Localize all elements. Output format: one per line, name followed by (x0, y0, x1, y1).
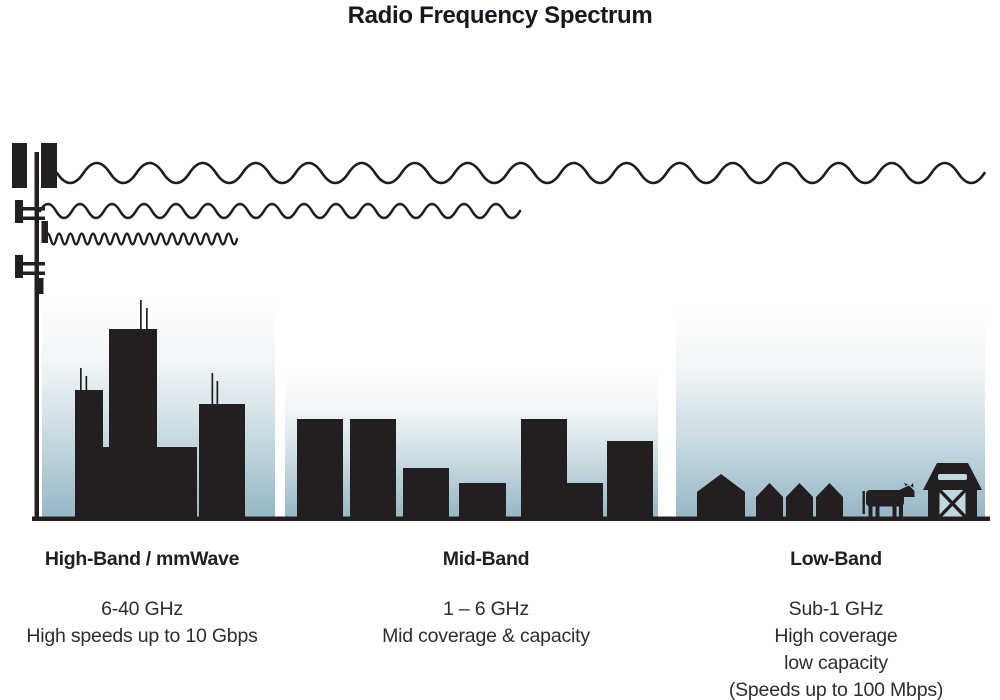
tower-antenna-mid (15, 200, 48, 243)
mid-band-details: 1 – 6 GHz Mid coverage & capacity (336, 596, 636, 650)
low-band-capacity: low capacity (784, 652, 888, 674)
cow-leg (875, 504, 880, 517)
low-band-frequency: Sub-1 GHz (788, 598, 884, 620)
mid-band-caption: Mid-Band 1 – 6 GHz Mid coverage & capaci… (336, 548, 636, 650)
mid-band-frequency: 1 – 6 GHz (443, 598, 529, 620)
low-band-caption: Low-Band Sub-1 GHz High coverage low cap… (686, 548, 986, 700)
tower-antenna-panel-left (12, 143, 27, 188)
cow-leg (892, 504, 897, 517)
tower-mast (34, 152, 39, 517)
low-band-label: Low-Band (790, 548, 882, 570)
mid-rise-building (297, 419, 343, 517)
mid-rise-building (607, 441, 653, 517)
high-band-skyline (75, 300, 245, 517)
skyscraper (75, 390, 103, 517)
cow-horn (910, 483, 914, 488)
house (756, 483, 783, 517)
mid-band-skyline (297, 419, 653, 517)
high-band-details: 6-40 GHz High speeds up to 10 Gbps (2, 596, 282, 650)
high-band-caption: High-Band / mmWave 6-40 GHz High speeds … (2, 548, 282, 650)
skyscraper (199, 404, 245, 517)
low-band-speed: (Speeds up to 100 Mbps) (728, 679, 944, 700)
barn-door-cross (938, 488, 967, 519)
spectrum-illustration (12, 143, 990, 521)
cow-silhouette (862, 482, 915, 517)
house (816, 483, 843, 517)
mid-rise-building (521, 419, 567, 517)
radio-waves (38, 161, 986, 246)
mid-band-label: Mid-Band (442, 548, 530, 570)
mid-rise-building (350, 419, 396, 517)
high-band-wave (43, 232, 239, 246)
tower-antenna-panel-right (41, 143, 57, 188)
barn (923, 463, 982, 519)
mid-rise-building (403, 468, 449, 517)
cow-head (897, 485, 915, 497)
skyscraper (109, 329, 157, 517)
cow-leg (899, 504, 903, 517)
house (786, 483, 813, 517)
high-band-frequency: 6-40 GHz (101, 598, 183, 620)
mid-rise-building (567, 483, 603, 517)
cell-tower (12, 143, 57, 517)
low-band-coverage: High coverage (774, 625, 898, 647)
high-band-speed: High speeds up to 10 Gbps (26, 625, 258, 647)
tower-antenna-low (15, 255, 45, 294)
cow-body (866, 490, 904, 507)
cow-tail (862, 491, 865, 514)
cow-leg (868, 504, 873, 517)
cow-horn (904, 482, 908, 486)
low-band-wave (55, 161, 986, 185)
mid-band-wave (38, 202, 522, 220)
barn-hayloft-slit (938, 474, 967, 480)
low-band-details: Sub-1 GHz High coverage low capacity (Sp… (686, 596, 986, 700)
mid-band-coverage: Mid coverage & capacity (382, 625, 590, 647)
high-band-label: High-Band / mmWave (44, 548, 240, 570)
house (697, 474, 745, 517)
page-title: Radio Frequency Spectrum (347, 2, 653, 29)
ground-line (32, 516, 990, 521)
low-band-rural-scene (697, 463, 982, 519)
mid-rise-building (459, 483, 506, 517)
rooftop-antennas (80, 300, 219, 407)
